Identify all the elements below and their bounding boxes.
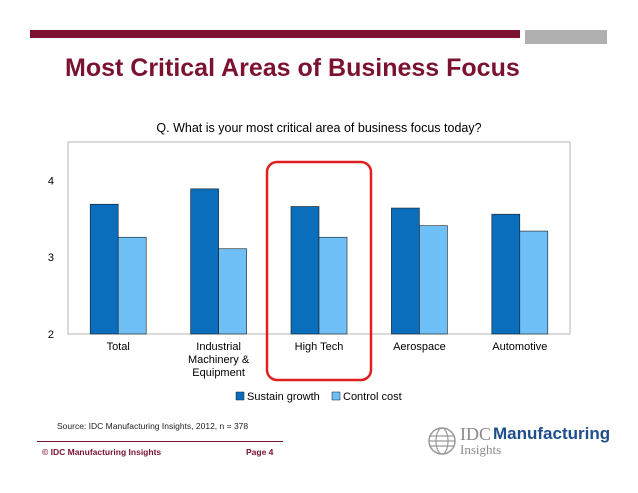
x-tick-label: Industrial	[196, 341, 241, 353]
slide-title: Most Critical Areas of Business Focus	[65, 54, 520, 82]
bar-sustain-growth	[89, 203, 119, 335]
header-grey-block	[525, 30, 607, 44]
y-tick-label: 4	[48, 175, 54, 187]
legend-swatch-control-cost	[331, 391, 341, 401]
bar-control-cost	[419, 225, 448, 335]
bar-sustain-growth	[391, 207, 420, 335]
bar-control-cost	[519, 230, 549, 335]
y-tick-label: 2	[48, 329, 54, 341]
logo-idc-text: IDC	[460, 424, 491, 444]
globe-icon	[428, 427, 456, 455]
bar-control-cost	[218, 248, 247, 335]
copyright-text: © IDC Manufacturing Insights	[42, 447, 162, 457]
highlight-box	[265, 160, 373, 382]
footer-divider	[37, 441, 283, 442]
bar-control-cost	[117, 236, 147, 335]
legend-label: Sustain growth	[247, 391, 320, 403]
x-tick-label: Machinery &	[188, 354, 250, 366]
y-tick-label: 3	[48, 252, 54, 264]
x-tick-label: High Tech	[295, 341, 344, 353]
bar-control-cost	[318, 236, 348, 335]
header-accent-bar	[30, 30, 520, 38]
x-tick-label: Equipment	[192, 367, 245, 379]
legend-swatch-sustain-growth	[235, 391, 245, 401]
x-tick-label: Automotive	[492, 341, 547, 353]
legend-label: Control cost	[343, 391, 402, 403]
bar-sustain-growth	[491, 213, 521, 335]
x-tick-label: Total	[107, 341, 130, 353]
x-tick-label: Aerospace	[393, 341, 446, 353]
bar-sustain-growth	[190, 188, 219, 335]
bar-sustain-growth	[290, 206, 320, 335]
logo-insights-text: Insights	[460, 442, 502, 457]
idc-logo: IDC Manufacturing Insights	[427, 424, 610, 458]
page-number: Page 4	[246, 447, 274, 457]
chart-title: Q. What is your most critical area of bu…	[156, 121, 482, 135]
logo-manufacturing-text: Manufacturing	[493, 424, 611, 443]
source-note: Source: IDC Manufacturing Insights, 2012…	[57, 421, 249, 431]
